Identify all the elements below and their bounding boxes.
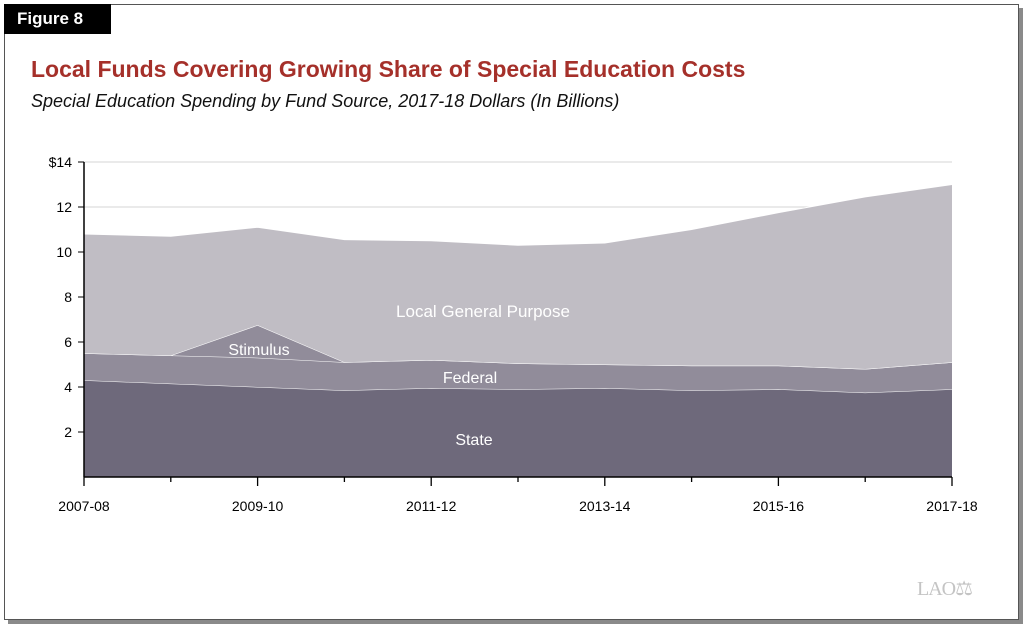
x-tick-label: 2013-14 <box>579 498 631 514</box>
x-tick-label: 2017-18 <box>926 498 978 514</box>
x-tick-label: 2015-16 <box>753 498 805 514</box>
series-label-local: Local General Purpose <box>396 302 570 321</box>
chart-title: Local Funds Covering Growing Share of Sp… <box>31 56 746 82</box>
series-label-federal: Federal <box>443 370 497 387</box>
y-tick-label: 8 <box>64 289 72 305</box>
y-tick-label: $14 <box>49 154 73 170</box>
area-state <box>84 380 952 477</box>
lao-logo: LAO⚖ <box>917 578 973 600</box>
y-tick-label: 12 <box>56 199 72 215</box>
series-label-stimulus: Stimulus <box>228 342 289 359</box>
figure-label: Figure 8 <box>4 4 111 34</box>
y-tick-label: 2 <box>64 424 72 440</box>
area-federal <box>84 353 952 393</box>
y-tick-label: 4 <box>64 379 72 395</box>
x-tick-label: 2009-10 <box>232 498 284 514</box>
area-stimulus <box>84 325 952 369</box>
x-tick-label: 2007-08 <box>58 498 110 514</box>
y-tick-label: 10 <box>56 244 72 260</box>
chart-subtitle: Special Education Spending by Fund Sourc… <box>31 91 620 111</box>
area-local-general-purpose <box>84 184 952 369</box>
series-label-state: State <box>455 432 492 449</box>
x-tick-label: 2011-12 <box>406 498 457 514</box>
area-boundary <box>83 184 953 246</box>
y-tick-label: 6 <box>64 334 72 350</box>
